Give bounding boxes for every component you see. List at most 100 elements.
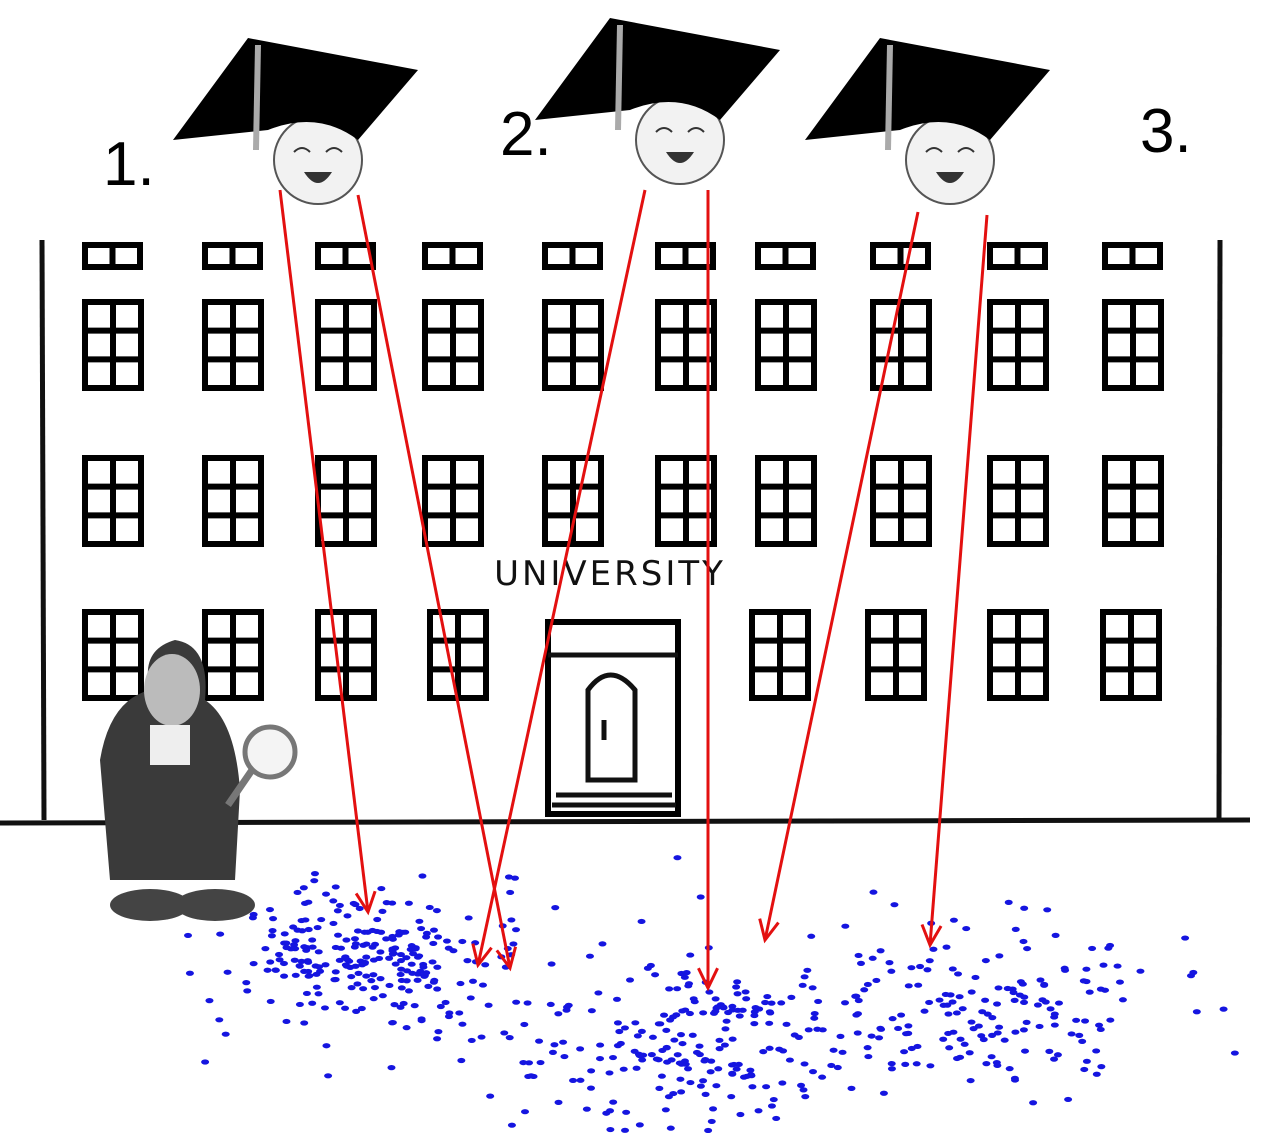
dot xyxy=(1046,1006,1055,1012)
dot xyxy=(885,960,894,966)
dot xyxy=(360,960,369,967)
dot xyxy=(904,1030,913,1036)
dot xyxy=(1000,1037,1009,1043)
dot xyxy=(205,998,214,1004)
arrow-line xyxy=(763,211,920,941)
dot xyxy=(706,1069,715,1075)
dot xyxy=(751,1005,760,1011)
dot xyxy=(329,920,338,927)
dot xyxy=(818,1074,827,1080)
dot xyxy=(666,1017,675,1023)
dot xyxy=(688,1032,697,1038)
dot xyxy=(429,979,438,985)
dot xyxy=(425,904,434,911)
dot xyxy=(402,955,411,961)
dot xyxy=(419,964,428,970)
dot xyxy=(506,889,515,896)
dot xyxy=(367,978,376,984)
dot xyxy=(875,1035,884,1041)
dot xyxy=(509,941,518,947)
dot xyxy=(594,990,603,996)
dot xyxy=(464,915,473,921)
dot xyxy=(838,1049,847,1055)
dot xyxy=(942,944,951,950)
dot xyxy=(369,957,378,963)
dot xyxy=(1085,989,1094,995)
dot xyxy=(304,968,313,975)
dot xyxy=(864,1053,873,1060)
dot xyxy=(995,1024,1004,1030)
dot xyxy=(388,1020,397,1026)
dot xyxy=(185,970,194,976)
dot xyxy=(662,1027,671,1033)
dot xyxy=(391,961,400,967)
dot xyxy=(569,1077,578,1084)
dot xyxy=(505,1035,514,1041)
arrow-line xyxy=(356,194,512,969)
dot xyxy=(433,1036,442,1042)
dot xyxy=(715,1046,724,1052)
dot xyxy=(701,1056,710,1063)
dot xyxy=(648,1034,657,1040)
dot xyxy=(290,957,299,963)
cap xyxy=(535,18,780,120)
dot xyxy=(343,913,352,919)
dot xyxy=(1009,989,1018,996)
dot xyxy=(684,1066,693,1072)
dot xyxy=(856,960,865,966)
dot xyxy=(651,972,660,978)
dot xyxy=(769,1096,778,1103)
cap xyxy=(173,38,418,140)
dot xyxy=(390,1002,399,1008)
dot xyxy=(965,1050,974,1056)
dot xyxy=(692,1049,701,1056)
dot xyxy=(404,988,413,994)
dot xyxy=(302,947,311,953)
dot xyxy=(712,1083,721,1089)
dot xyxy=(554,1011,563,1017)
dot xyxy=(807,933,816,939)
dot xyxy=(576,1077,585,1083)
dot xyxy=(329,898,338,904)
dot xyxy=(598,941,607,947)
dot xyxy=(1097,1064,1106,1070)
dot xyxy=(377,929,386,935)
dot xyxy=(466,995,475,1001)
dot xyxy=(944,1011,953,1017)
dot xyxy=(548,1049,557,1055)
dot xyxy=(765,1045,774,1051)
dot xyxy=(268,928,277,934)
dot xyxy=(666,1125,675,1131)
dot xyxy=(397,966,406,972)
dot xyxy=(872,977,881,984)
dot xyxy=(1096,1026,1105,1033)
dot xyxy=(432,907,441,914)
dot xyxy=(275,957,284,963)
dot xyxy=(695,1043,704,1049)
dot xyxy=(355,905,364,912)
dot xyxy=(314,991,323,997)
dot xyxy=(662,1045,671,1051)
dot xyxy=(955,994,964,1000)
dot xyxy=(377,885,386,892)
dot xyxy=(682,970,691,976)
dot xyxy=(216,931,225,937)
dot xyxy=(1101,987,1110,993)
dot xyxy=(887,968,896,974)
dot xyxy=(782,1021,791,1027)
dot xyxy=(371,941,380,947)
dot xyxy=(302,990,311,997)
dot xyxy=(1010,1075,1019,1081)
dot xyxy=(352,1008,361,1015)
dot xyxy=(444,1013,453,1020)
dot xyxy=(637,918,646,925)
dot xyxy=(665,986,674,992)
tassel xyxy=(253,44,261,151)
dot xyxy=(434,1029,443,1035)
dot xyxy=(1192,1009,1201,1015)
dot xyxy=(1051,932,1060,938)
dot xyxy=(1023,945,1032,952)
dot xyxy=(958,1006,967,1012)
tassel xyxy=(615,24,623,131)
dot xyxy=(279,960,288,967)
